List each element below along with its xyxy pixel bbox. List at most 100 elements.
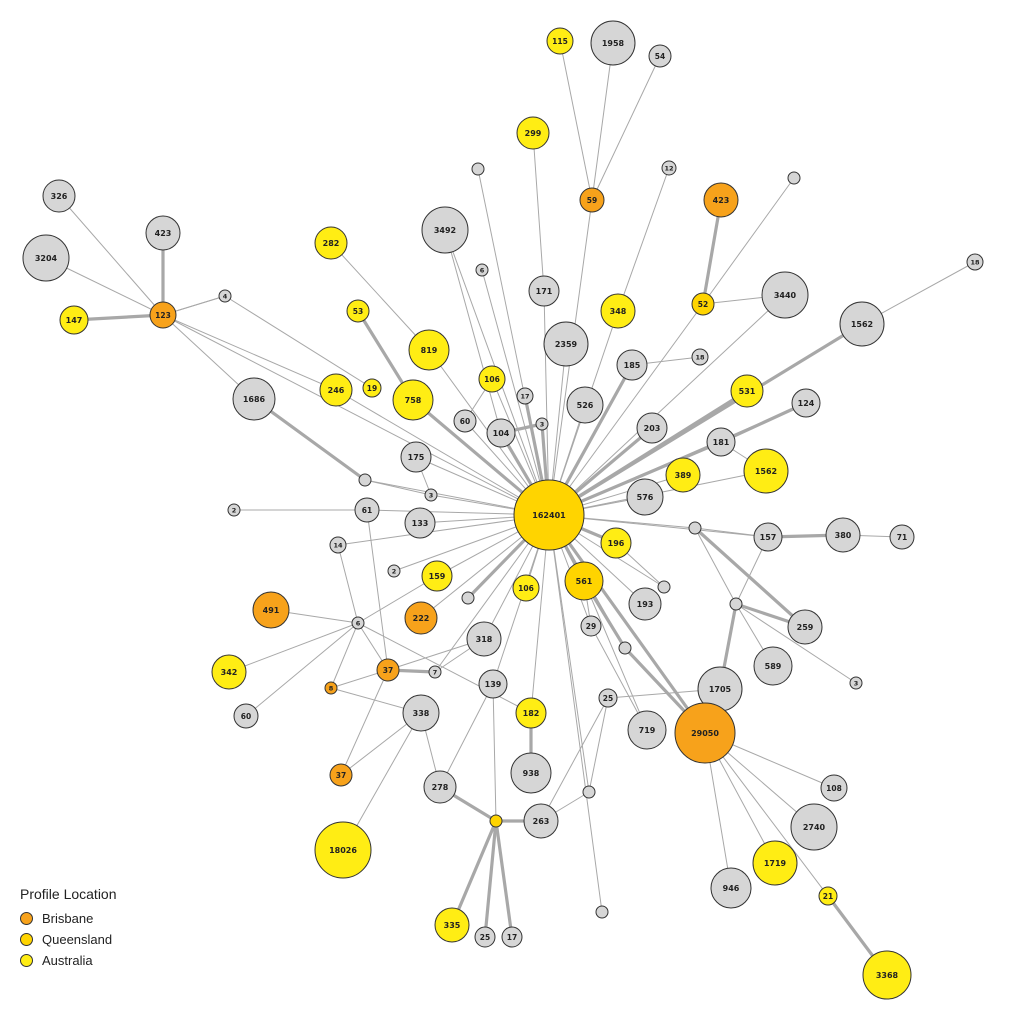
graph-node [595,905,609,919]
edge-center-e11 [548,514,603,913]
node-label: 17 [507,933,517,942]
node-circle [626,478,664,516]
node-circle [600,293,636,329]
node-circle [232,377,276,421]
node-circle [314,821,372,879]
node-label: 423 [155,229,172,238]
node-circle [252,591,290,629]
node-circle [408,329,450,371]
edge-n4-n19 [224,295,373,389]
edge-n123-n147 [72,313,165,322]
node-circle [743,448,789,494]
node-label: 561 [576,577,593,586]
node-label: 29 [586,622,596,631]
graph-node [489,814,503,828]
node-circle [227,503,241,517]
node-circle [595,905,609,919]
node-circle [691,348,709,366]
graph-node: 106 [478,365,506,393]
edge-e10-n335 [450,819,498,927]
legend-swatch-brisbane [20,912,33,925]
node-label: 8 [329,685,334,693]
node-circle [486,418,516,448]
node-circle [566,386,604,424]
graph-node: 531 [730,374,764,408]
node-label: 3204 [35,254,58,263]
graph-node: 3368 [862,950,912,1000]
graph-node: 61 [354,497,380,523]
node-circle [665,457,701,493]
graph-node: 18 [966,253,984,271]
graph-node: 263 [523,803,559,839]
node-circle [528,275,560,307]
edge-n263-n25a [540,697,609,822]
node-label: 531 [739,387,756,396]
graph-node: 3204 [22,234,70,282]
node-circle [889,524,915,550]
graph-node: 139 [478,669,508,699]
node-label: 2 [392,568,397,576]
node-label: 124 [798,399,815,408]
node-circle [691,292,715,316]
graph-node: 6 [351,616,365,630]
edge-center-n29050 [547,513,707,735]
legend-item-australia: Australia [20,950,117,971]
node-label: 758 [405,396,422,405]
graph-node: 71 [889,524,915,550]
node-circle [849,676,863,690]
graph-node: 3440 [761,271,809,319]
graph-node: 338 [402,694,440,732]
node-circle [516,387,534,405]
node-label: 4 [223,293,228,301]
edge-n6b-n182 [357,622,532,714]
node-label: 282 [323,239,340,248]
node-circle [478,669,508,699]
node-label: 348 [610,307,627,316]
graph-node [657,580,671,594]
node-label: 21 [823,892,833,901]
node-label: 380 [835,531,852,540]
legend-swatch-queensland [20,933,33,946]
node-label: 53 [353,307,363,316]
graph-node: 389 [665,457,701,493]
edge-center-n3440 [548,294,786,516]
node-label: 18026 [329,846,357,855]
edge-e10-n25b [483,819,498,939]
node-label: 52 [698,300,708,309]
node-label: 3 [429,492,434,500]
node-label: 18 [695,354,705,362]
graph-node: 53 [346,299,370,323]
node-label: 171 [536,287,553,296]
node-circle [218,289,232,303]
graph-node: 335 [434,907,470,943]
node-label: 181 [713,438,730,447]
node-label: 946 [723,884,740,893]
edge-n29050-n21 [704,732,829,897]
node-circle [616,349,648,381]
node-label: 246 [328,386,345,395]
graph-node [729,597,743,611]
node-circle [402,694,440,732]
node-label: 2740 [803,823,826,832]
node-circle [787,609,823,645]
node-label: 182 [523,709,540,718]
graph-node: 115 [546,27,574,55]
edge-e7-n3c [735,603,857,684]
node-circle [523,803,559,839]
graph-node: 3 [535,417,549,431]
node-circle [516,116,550,150]
legend-title: Profile Location [20,886,117,902]
node-circle [434,907,470,943]
node-circle [657,580,671,594]
node-circle [636,412,668,444]
graph-node: 819 [408,329,450,371]
graph-node: 18 [691,348,709,366]
node-label: 159 [429,572,446,581]
node-circle [618,641,632,655]
legend-item-queensland: Queensland [20,929,117,950]
node-circle [424,488,438,502]
edge-n561-n719 [583,580,648,731]
node-circle [421,560,453,592]
node-label: 1719 [764,859,787,868]
node-label: 17 [520,393,529,401]
